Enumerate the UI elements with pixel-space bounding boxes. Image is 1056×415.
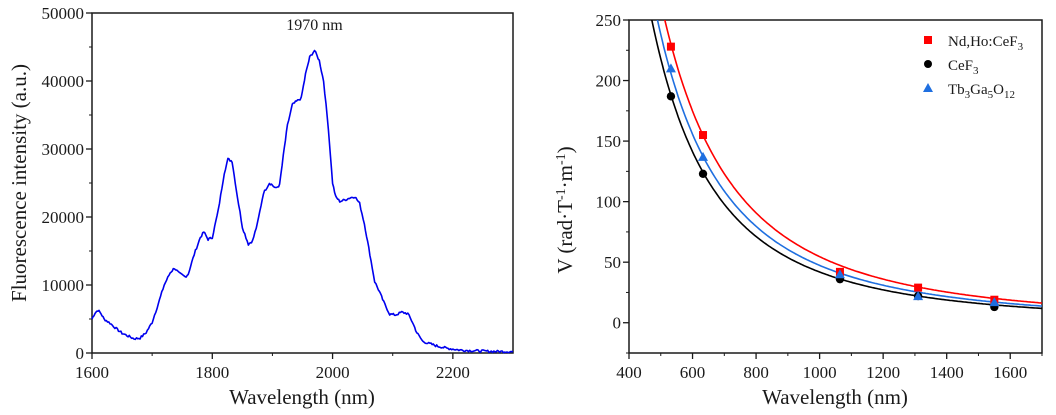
left-y-axis: 0 10000 20000 30000 40000 50000 — [42, 4, 92, 363]
fit-curve-cef3 — [651, 20, 1042, 310]
fit-curves — [651, 20, 1042, 310]
x-tick-label: 1400 — [930, 363, 964, 382]
fluorescence-line — [91, 49, 514, 354]
y-tick-label: 10000 — [42, 276, 85, 295]
y-tick-label: 100 — [596, 193, 622, 212]
ylabel-m: ·m — [553, 165, 577, 188]
fit-curve-tb3ga5o12 — [656, 20, 1042, 307]
y-tick-label: 200 — [596, 72, 622, 91]
x-tick-label: 600 — [680, 363, 706, 382]
y-tick-label: 0 — [76, 344, 85, 363]
y-tick-label: 150 — [596, 132, 622, 151]
data-point-circle — [698, 169, 708, 178]
data-points — [665, 42, 1000, 312]
legend-label: Tb3Ga5O12 — [948, 82, 1015, 101]
fluorescence-chart: 1600 1800 2000 2200 0 10000 20000 30000 40000 50… — [7, 4, 514, 409]
legend-marker-triangle — [923, 83, 933, 92]
right-plot-frame — [628, 19, 1043, 354]
x-tick-label: 1800 — [195, 363, 229, 382]
x-tick-label: 1000 — [803, 363, 837, 382]
data-point-square — [914, 283, 923, 292]
legend-marker-square — [924, 36, 932, 44]
right-x-axis: 400 600 800 1000 1200 1400 1600 — [616, 353, 1043, 382]
y-tick-label: 0 — [613, 314, 622, 333]
left-x-axis: 1600 1800 2000 2200 — [75, 353, 470, 382]
ylabel-v: V (rad·T — [553, 200, 577, 274]
data-point-triangle — [913, 291, 924, 301]
y-tick-label: 250 — [596, 11, 622, 30]
y-tick-label: 50 — [604, 253, 621, 272]
right-y-axis: 0 50 100 150 200 250 — [596, 11, 629, 354]
x-tick-label: 800 — [743, 363, 769, 382]
ylabel-exp1: -1 — [554, 188, 569, 200]
fit-curve-nd-ho-cef3 — [664, 20, 1042, 304]
x-tick-label: 1200 — [866, 363, 900, 382]
left-x-axis-title: Wavelength (nm) — [229, 385, 375, 409]
verdet-chart: 400 600 800 1000 1200 1400 1600 0 50 100 150 200 25… — [553, 11, 1043, 409]
right-y-axis-title: V (rad·T-1·m-1) — [553, 146, 577, 273]
data-point-triangle — [665, 63, 676, 73]
x-tick-label: 2200 — [436, 363, 470, 382]
x-tick-label: 1600 — [993, 363, 1027, 382]
data-point-triangle — [698, 151, 709, 161]
data-point-square — [699, 131, 708, 140]
left-y-axis-title: Fluorescence intensity (a.u.) — [7, 64, 31, 302]
x-tick-label: 400 — [616, 363, 642, 382]
right-x-axis-title: Wavelength (nm) — [762, 385, 908, 409]
data-point-square — [666, 42, 675, 51]
y-tick-label: 40000 — [42, 72, 85, 91]
legend: Nd,Ho:CeF3 CeF3 Tb3Ga5O12 — [923, 34, 1024, 101]
data-point-triangle — [989, 297, 1000, 307]
legend-label: CeF3 — [948, 58, 979, 77]
x-tick-label: 2000 — [316, 363, 350, 382]
legend-marker-circle — [924, 60, 932, 68]
y-tick-label: 20000 — [42, 208, 85, 227]
x-tick-label: 1600 — [75, 363, 109, 382]
ylabel-exp2: -1 — [554, 153, 569, 165]
legend-label: Nd,Ho:CeF3 — [948, 34, 1024, 53]
data-point-circle — [666, 92, 676, 101]
data-point-triangle — [834, 269, 845, 279]
peak-annotation: 1970 nm — [286, 17, 343, 34]
y-tick-label: 50000 — [42, 4, 85, 23]
left-plot-frame — [91, 12, 514, 354]
y-tick-label: 30000 — [42, 140, 85, 159]
ylabel-close: ) — [553, 146, 577, 153]
